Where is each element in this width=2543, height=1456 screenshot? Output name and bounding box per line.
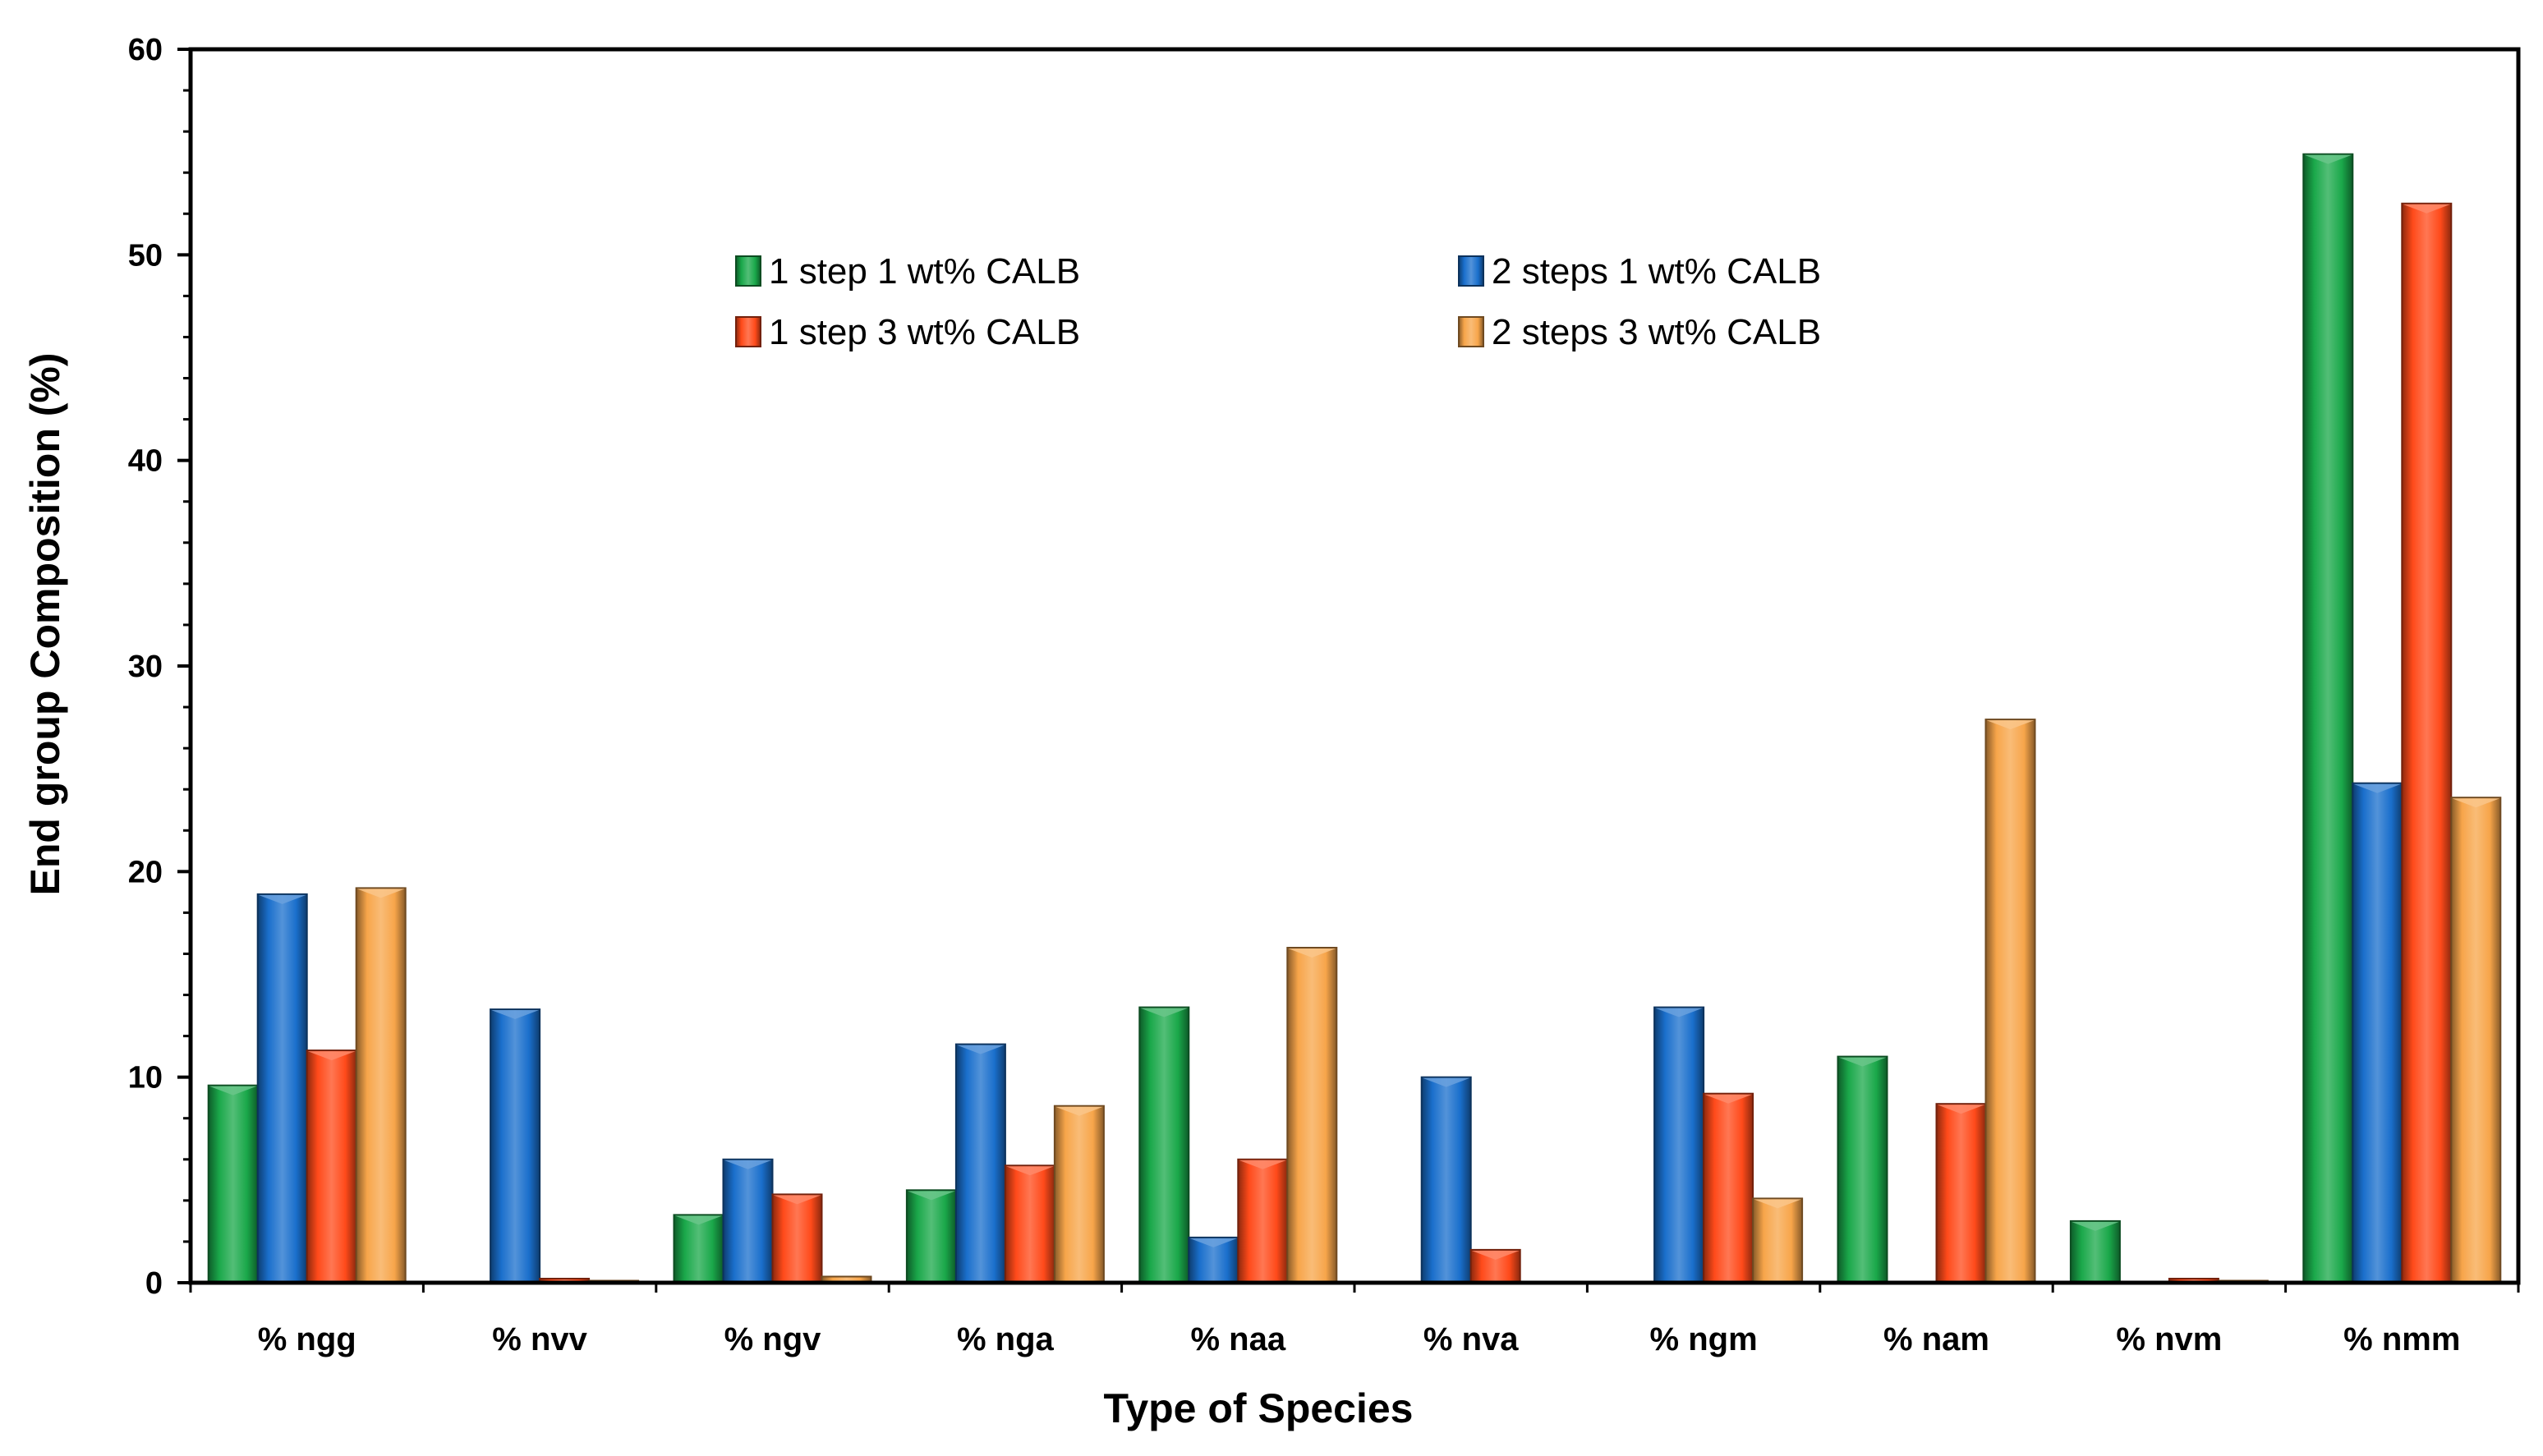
bar-cap-nga-series-3 — [1005, 1166, 1054, 1176]
bar-cap-ngv-series-1 — [674, 1215, 723, 1225]
bar-cap-nam-series-3 — [1937, 1105, 1985, 1114]
y-tick-label: 50 — [128, 238, 163, 273]
bar-cap-naa-series-1 — [1140, 1008, 1189, 1017]
y-tick-label: 10 — [128, 1061, 163, 1095]
bar-nga-series-3 — [1004, 1164, 1055, 1284]
legend-swatch — [1458, 255, 1484, 287]
bar-nmm-series-3 — [2401, 202, 2453, 1284]
bar-nga-series-1 — [905, 1189, 957, 1284]
bar-nvv-series-2 — [490, 1008, 541, 1284]
bar-ngm-series-2 — [1653, 1006, 1705, 1284]
bar-ngv-series-2 — [722, 1158, 774, 1284]
x-tick-label: % ngm — [1650, 1321, 1758, 1357]
bar-nam-series-3 — [1935, 1103, 1987, 1284]
legend-label: 1 step 3 wt% CALB — [769, 312, 1080, 352]
bar-nmm-series-4 — [2450, 797, 2502, 1284]
legend-entry-2: 2 steps 1 wt% CALB — [1458, 251, 1821, 292]
x-tick-label: % nmm — [2343, 1321, 2460, 1357]
bar-cap-nam-series-4 — [1986, 720, 2035, 730]
bar-naa-series-3 — [1237, 1158, 1289, 1284]
y-tick-label: 40 — [128, 444, 163, 479]
legend: 1 step 1 wt% CALB 2 steps 1 wt% CALB 1 ste… — [735, 251, 1821, 352]
legend-swatch — [1458, 316, 1484, 347]
bar-cap-nmm-series-3 — [2403, 204, 2451, 214]
x-tick-label: % ngv — [724, 1321, 822, 1357]
legend-entry-1: 1 step 1 wt% CALB — [735, 251, 1080, 292]
bar-cap-ngv-series-2 — [724, 1160, 772, 1169]
y-tick-label: 20 — [128, 855, 163, 889]
x-tick-label: % naa — [1190, 1321, 1285, 1357]
x-tick-label: % nga — [957, 1321, 1055, 1357]
legend-label: 2 steps 3 wt% CALB — [1492, 312, 1821, 352]
bar-naa-series-1 — [1138, 1006, 1190, 1284]
bar-cap-nva-series-3 — [1471, 1250, 1520, 1260]
bar-nga-series-2 — [954, 1043, 1006, 1284]
bar-nmm-series-2 — [2352, 782, 2403, 1284]
bar-cap-ngg-series-1 — [209, 1086, 257, 1095]
bar-cap-nam-series-1 — [1838, 1057, 1887, 1067]
bar-ngg-series-1 — [207, 1084, 259, 1284]
y-tick-label: 60 — [128, 33, 163, 67]
y-tick-label: 30 — [128, 650, 163, 684]
legend-entry-3: 1 step 3 wt% CALB — [735, 312, 1080, 352]
y-tick-label: 0 — [145, 1266, 163, 1301]
bar-cap-nmm-series-4 — [2452, 798, 2500, 808]
bar-cap-naa-series-2 — [1189, 1238, 1238, 1247]
bar-nva-series-2 — [1420, 1076, 1472, 1284]
bar-cap-nga-series-2 — [956, 1045, 1005, 1054]
x-tick-label: % nam — [1883, 1321, 1989, 1357]
bar-ngg-series-3 — [306, 1050, 357, 1284]
bar-cap-nmm-series-2 — [2353, 783, 2402, 793]
bar-cap-nvm-series-1 — [2071, 1221, 2119, 1231]
bar-cap-ngg-series-3 — [307, 1051, 356, 1061]
legend-label: 1 step 1 wt% CALB — [769, 251, 1080, 292]
x-tick-label: % nvm — [2116, 1321, 2222, 1357]
legend-label: 2 steps 1 wt% CALB — [1492, 251, 1821, 292]
bar-cap-nmm-series-1 — [2304, 154, 2352, 164]
bar-ngv-series-1 — [673, 1214, 724, 1284]
bar-ngg-series-2 — [256, 893, 308, 1284]
bar-cap-ngm-series-3 — [1704, 1094, 1753, 1104]
legend-swatch — [735, 316, 761, 347]
axes-layer: % ngg % nvv % ngv % nga % naa % nva % ngm % nam… — [128, 33, 2521, 1357]
bar-cap-ngm-series-4 — [1754, 1199, 1802, 1209]
bar-cap-naa-series-4 — [1288, 948, 1336, 958]
x-tick-label: % nvv — [492, 1321, 587, 1357]
bars-layer — [207, 153, 2502, 1284]
bar-cap-nga-series-4 — [1055, 1106, 1103, 1116]
x-tick-label: % nva — [1423, 1321, 1519, 1357]
bar-cap-nva-series-2 — [1422, 1077, 1470, 1087]
x-tick-label: % ngg — [258, 1321, 356, 1357]
bar-nam-series-4 — [1984, 719, 2036, 1284]
bar-cap-ngv-series-3 — [773, 1195, 821, 1205]
legend-entry-4: 2 steps 3 wt% CALB — [1458, 312, 1821, 352]
bar-cap-naa-series-3 — [1239, 1160, 1287, 1169]
bar-ngm-series-4 — [1752, 1197, 1804, 1284]
bar-nmm-series-1 — [2302, 153, 2354, 1284]
bar-ngg-series-4 — [355, 887, 407, 1284]
bar-nga-series-4 — [1053, 1105, 1105, 1284]
bar-cap-ngg-series-4 — [356, 889, 405, 898]
bar-nvm-series-1 — [2069, 1219, 2121, 1284]
bar-cap-ngm-series-2 — [1655, 1008, 1704, 1017]
bar-cap-ngg-series-2 — [258, 894, 306, 904]
legend-swatch — [735, 255, 761, 287]
x-axis-title: Type of Species — [1104, 1385, 1414, 1431]
bar-cap-nga-series-1 — [907, 1191, 955, 1201]
bar-nam-series-1 — [1837, 1055, 1888, 1284]
bar-cap-nvv-series-2 — [491, 1010, 540, 1020]
bar-ngv-series-3 — [771, 1193, 823, 1284]
y-axis-title: End group Composition (%) — [22, 352, 68, 895]
bar-naa-series-4 — [1286, 947, 1338, 1284]
bar-ngm-series-3 — [1703, 1092, 1754, 1284]
